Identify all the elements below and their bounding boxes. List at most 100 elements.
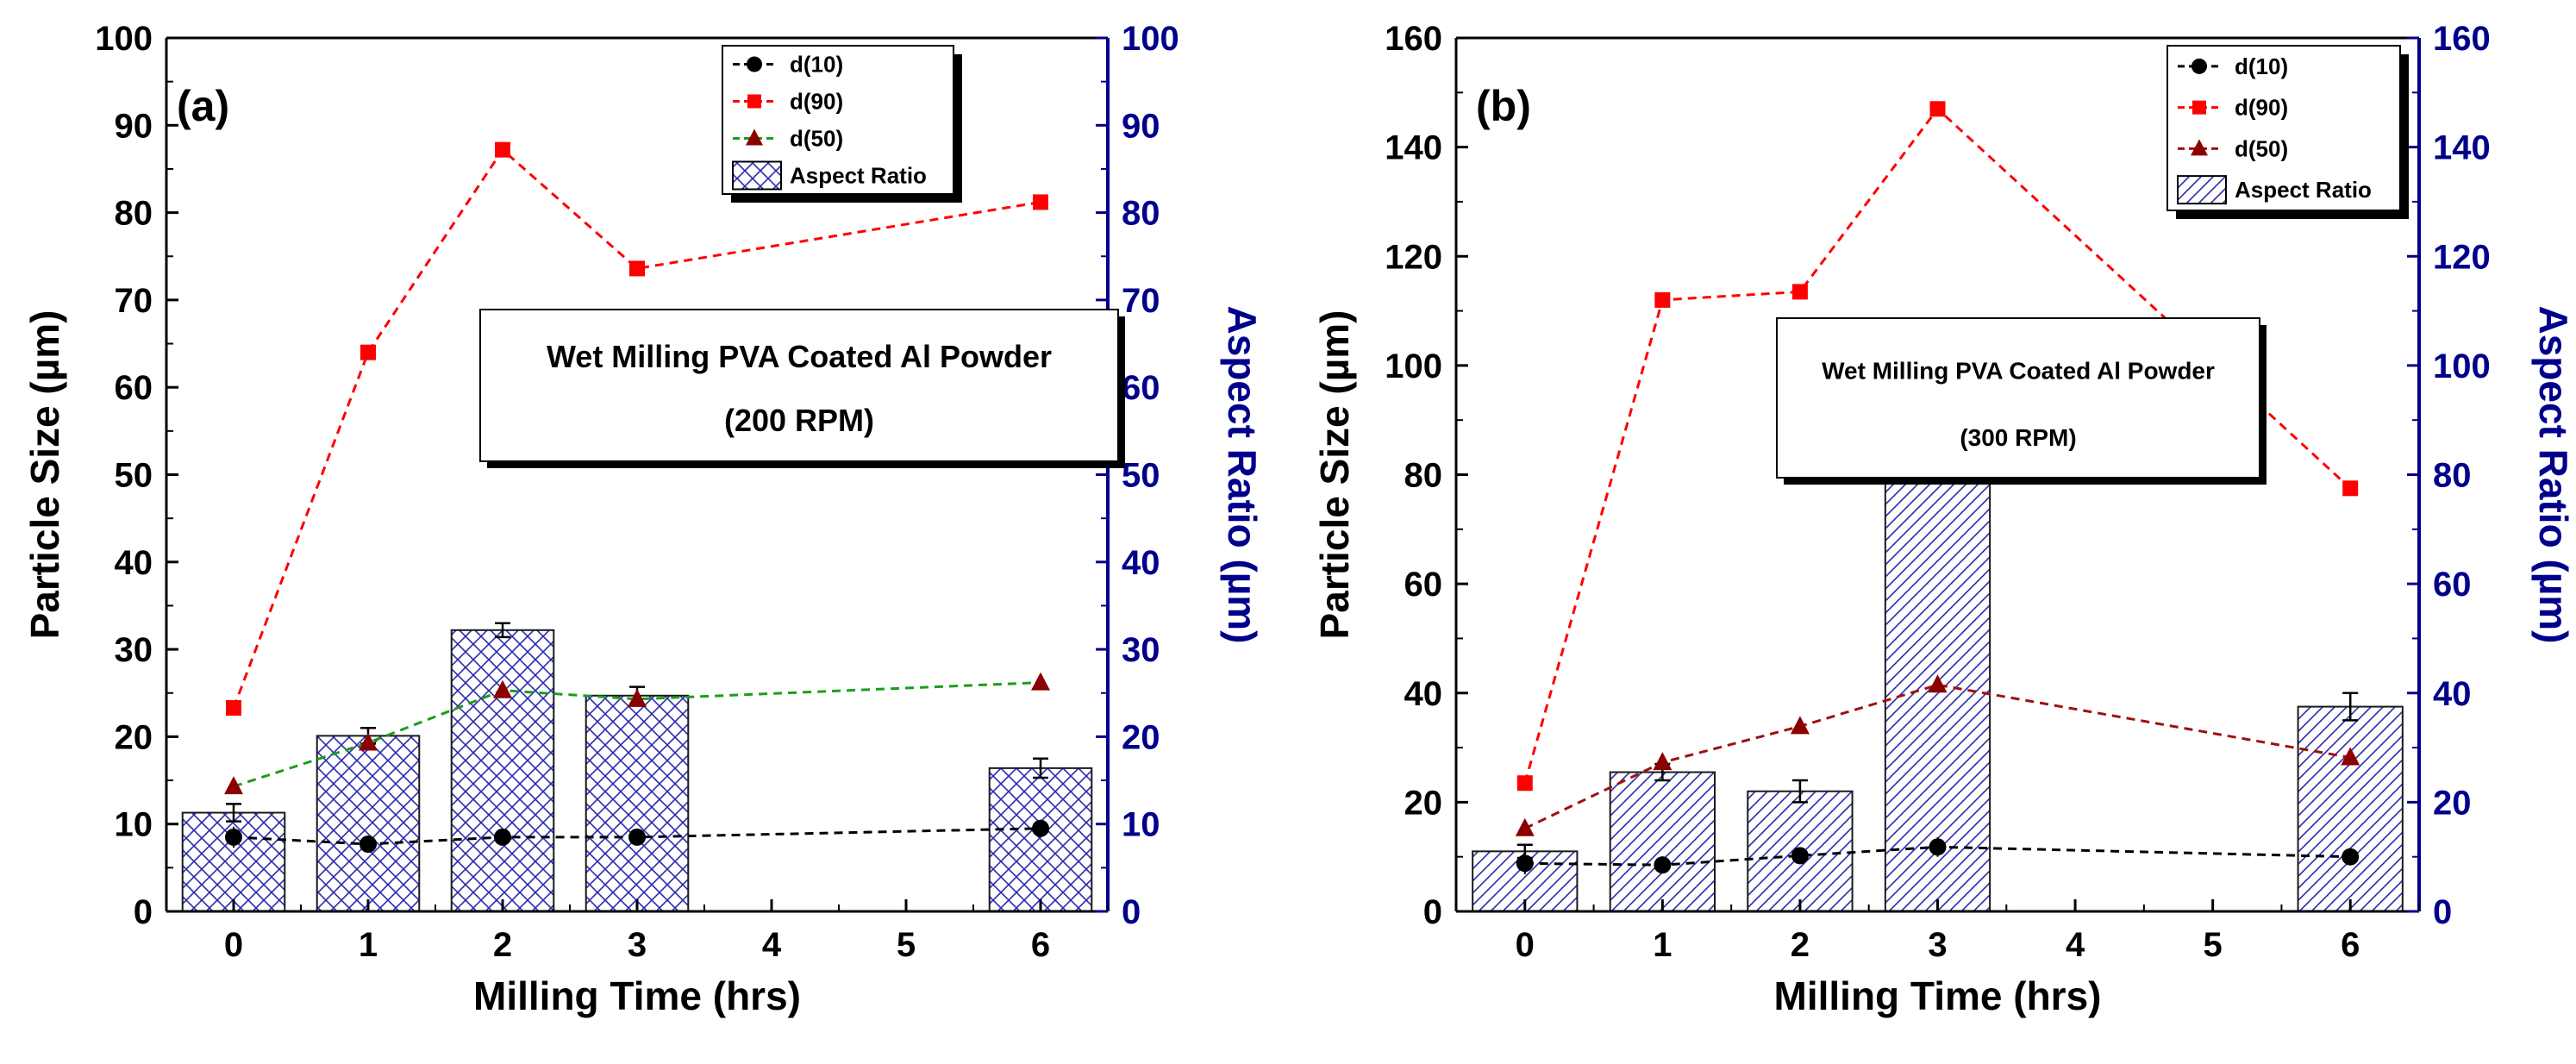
data-point-d10 xyxy=(2342,848,2360,866)
x-tick-label: 3 xyxy=(628,926,647,964)
data-point-d50 xyxy=(2341,747,2360,766)
y-tick-label: 60 xyxy=(115,369,153,407)
y-tick-label: 100 xyxy=(95,20,153,58)
x-tick-label: 4 xyxy=(2066,926,2085,964)
annotation-text: (200 RPM) xyxy=(724,403,874,438)
panel-label: (b) xyxy=(1476,82,1531,130)
legend-entry-label: Aspect Ratio xyxy=(2235,177,2372,203)
data-point-d10 xyxy=(628,828,646,846)
x-tick-label: 0 xyxy=(1516,926,1535,964)
x-tick-label: 5 xyxy=(2204,926,2223,964)
aspect-ratio-bar xyxy=(316,735,421,913)
data-point-d10 xyxy=(1791,847,1809,865)
data-point-d10 xyxy=(225,828,242,846)
legend-marker xyxy=(746,128,763,146)
y2-tick-label: 140 xyxy=(2433,129,2491,167)
y2-axis-label: Aspect Ratio (µm) xyxy=(1220,306,1265,644)
annotation-box xyxy=(479,309,1119,462)
x-tick-label: 2 xyxy=(1791,926,1810,964)
x-tick-label: 2 xyxy=(493,926,512,964)
y2-tick-label: 40 xyxy=(2433,675,2472,713)
y2-tick-label: 20 xyxy=(1122,718,1160,756)
aspect-ratio-bar xyxy=(2297,705,2404,912)
y-tick-label: 140 xyxy=(1385,129,1442,167)
legend-marker xyxy=(2192,100,2206,115)
y2-tick-label: 40 xyxy=(1122,544,1160,582)
legend-entry-label: d(50) xyxy=(2235,135,2288,161)
data-point-d50 xyxy=(1928,674,1948,693)
y2-tick-label: 160 xyxy=(2433,20,2491,58)
data-point-d10 xyxy=(1929,838,1947,856)
y-axis-label: Particle Size (µm) xyxy=(1312,310,1357,640)
y2-tick-label: 120 xyxy=(2433,238,2491,276)
annotation-box xyxy=(1776,317,2260,479)
legend-marker xyxy=(747,94,761,109)
legend-entry-label: d(10) xyxy=(2235,53,2288,79)
data-point-d90 xyxy=(1516,775,1533,792)
data-point-d90 xyxy=(1033,194,1048,210)
legend-entry-label: d(50) xyxy=(790,126,843,152)
x-tick-label: 1 xyxy=(359,926,378,964)
x-axis-label: Milling Time (hrs) xyxy=(473,973,801,1018)
y-tick-label: 0 xyxy=(1423,893,1442,931)
legend-swatch-aspect-ratio xyxy=(732,160,782,191)
y-tick-label: 30 xyxy=(115,631,153,669)
data-point-d50 xyxy=(359,732,378,751)
data-point-d10 xyxy=(1516,854,1534,873)
y-tick-label: 160 xyxy=(1385,20,1442,58)
y2-tick-label: 70 xyxy=(1122,282,1160,320)
data-point-d90 xyxy=(1791,284,1808,300)
annotation-text: Wet Milling PVA Coated Al Powder xyxy=(1822,357,2215,384)
y-tick-label: 10 xyxy=(115,806,153,844)
y-tick-label: 40 xyxy=(115,544,153,582)
chart-panel-a: 0102030405060708090100010203040506070809… xyxy=(22,20,1265,1018)
data-point-d50 xyxy=(1653,752,1673,771)
y-tick-label: 120 xyxy=(1385,238,1442,276)
x-tick-label: 4 xyxy=(762,926,782,964)
aspect-ratio-bar xyxy=(585,694,690,912)
aspect-ratio-bar xyxy=(1609,771,1716,912)
y-tick-label: 100 xyxy=(1385,347,1442,385)
data-point-d50 xyxy=(628,688,647,707)
y2-tick-label: 80 xyxy=(2433,457,2472,495)
y-tick-label: 20 xyxy=(115,718,153,756)
x-tick-label: 1 xyxy=(1653,926,1672,964)
data-point-d90 xyxy=(2342,480,2359,497)
data-point-d90 xyxy=(1929,101,1946,117)
data-point-d50 xyxy=(1515,817,1535,836)
series-line-d90 xyxy=(1523,107,2352,784)
x-tick-label: 5 xyxy=(897,926,916,964)
x-tick-label: 3 xyxy=(1928,926,1947,964)
y-axis-label: Particle Size (µm) xyxy=(22,310,67,640)
y2-tick-label: 60 xyxy=(2433,566,2472,604)
y2-axis-label: Aspect Ratio (µm) xyxy=(2531,306,2576,644)
annotation-text: Wet Milling PVA Coated Al Powder xyxy=(547,339,1052,374)
y2-tick-label: 50 xyxy=(1122,457,1160,495)
x-tick-label: 0 xyxy=(224,926,243,964)
y2-tick-label: 0 xyxy=(2433,893,2452,931)
data-point-d10 xyxy=(1654,856,1672,874)
data-point-d90 xyxy=(1654,291,1671,308)
legend-swatch-aspect-ratio xyxy=(2177,175,2227,205)
y-tick-label: 0 xyxy=(134,893,153,931)
x-tick-label: 6 xyxy=(1031,926,1050,964)
data-point-d10 xyxy=(1032,819,1049,837)
data-point-d90 xyxy=(629,260,645,277)
y2-tick-label: 60 xyxy=(1122,369,1160,407)
data-point-d90 xyxy=(495,141,510,158)
legend-marker xyxy=(747,56,762,72)
y-tick-label: 90 xyxy=(115,107,153,145)
y2-tick-label: 100 xyxy=(2433,347,2491,385)
data-point-d90 xyxy=(226,699,241,716)
data-point-d10 xyxy=(494,828,511,846)
y2-tick-label: 10 xyxy=(1122,806,1160,844)
data-point-d50 xyxy=(224,776,243,795)
y-tick-label: 70 xyxy=(115,282,153,320)
legend-entry-label: d(90) xyxy=(2235,95,2288,121)
data-point-d90 xyxy=(360,344,376,360)
aspect-ratio-bar xyxy=(450,629,555,913)
series-line-d10 xyxy=(1524,845,2351,867)
y-tick-label: 20 xyxy=(1404,784,1443,822)
